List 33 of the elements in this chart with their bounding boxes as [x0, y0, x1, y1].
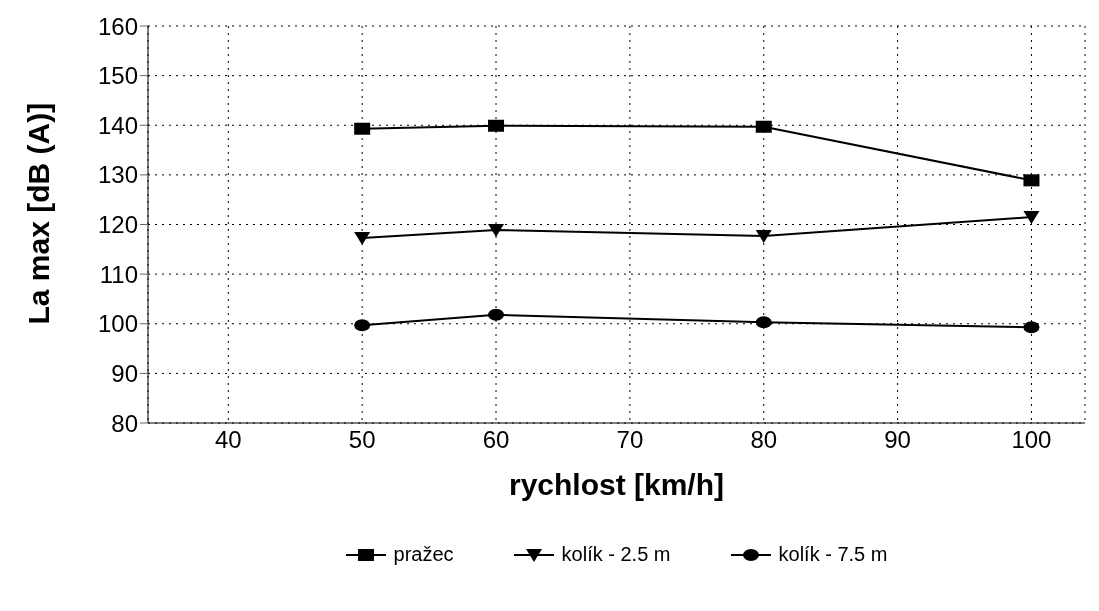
point	[1023, 321, 1040, 334]
point	[488, 308, 505, 321]
point	[354, 122, 371, 135]
point	[354, 319, 371, 332]
x-tick-label: 80	[750, 426, 778, 454]
y-tick-label: 80	[111, 409, 138, 437]
point	[1023, 211, 1040, 225]
x-tick-label: 90	[884, 426, 911, 454]
x-tick-label: 50	[348, 426, 376, 454]
y-tick-label: 130	[97, 161, 138, 189]
y-tick-label: 150	[97, 62, 138, 90]
point	[755, 316, 772, 329]
point	[488, 223, 505, 237]
point	[354, 231, 371, 245]
x-tick-label: 70	[616, 426, 644, 454]
y-tick-label: 90	[111, 359, 138, 387]
x-tick-label: 60	[482, 426, 510, 454]
y-tick-label: 120	[97, 211, 138, 239]
legend-label: pražec	[392, 543, 454, 566]
y-tick-label: 110	[99, 260, 138, 288]
legend-label: kolík - 7.5 m	[777, 543, 888, 566]
point	[1023, 174, 1040, 187]
x-axis-title: rychlost [km/h]	[508, 468, 725, 501]
y-tick-label: 100	[97, 310, 138, 338]
y-axis-title: La max [dB (A)]	[21, 102, 55, 325]
x-tick-label: 40	[214, 426, 242, 454]
x-tick-label: 100	[1011, 426, 1052, 454]
y-tick-label: 160	[97, 12, 138, 40]
point	[488, 119, 505, 132]
point	[755, 120, 772, 133]
y-tick-label: 140	[97, 111, 138, 139]
point	[755, 229, 772, 243]
legend-label: kolík - 2.5 m	[560, 543, 671, 566]
